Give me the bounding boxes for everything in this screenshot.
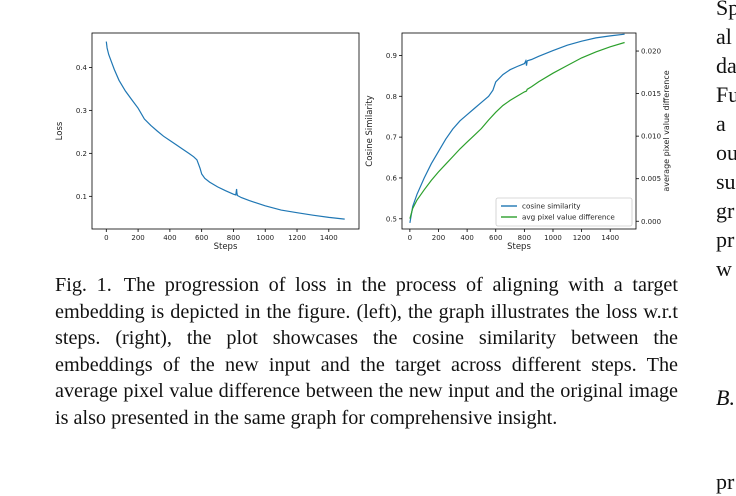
chart-legend: cosine similarity avg pixel value differe… <box>495 197 633 227</box>
legend-label: cosine similarity <box>522 202 581 211</box>
x-tick-label: 1200 <box>573 234 591 242</box>
y-tick-label: 0.5 <box>386 215 397 223</box>
x-axis-label: Steps <box>507 242 531 252</box>
x-axis-label: Steps <box>214 242 238 252</box>
x-tick-label: 600 <box>489 234 502 242</box>
x-tick-label: 1200 <box>288 234 306 242</box>
x-tick-label: 200 <box>131 234 144 242</box>
x-tick-label: 400 <box>460 234 473 242</box>
x-tick-label: 0 <box>104 234 108 242</box>
side-column-heading: B. <box>716 385 735 410</box>
x-tick-label: 600 <box>195 234 208 242</box>
y-tick-label: 0.9 <box>386 52 397 60</box>
right-y-tick-label: 0.020 <box>641 48 661 56</box>
x-tick-label: 200 <box>432 234 445 242</box>
legend-label: avg pixel value difference <box>522 213 615 222</box>
caption-label: Fig. 1. <box>55 274 112 296</box>
side-column-line: a <box>716 111 726 136</box>
x-tick-label: 800 <box>227 234 240 242</box>
y-axis-label: Loss <box>55 121 65 140</box>
caption-text: The progression of loss in the process o… <box>55 274 678 429</box>
x-tick-label: 1000 <box>544 234 562 242</box>
x-tick-label: 1000 <box>256 234 274 242</box>
side-column-line: pr <box>716 469 735 494</box>
cosine-series-line <box>409 33 625 224</box>
right-y-axis-label: average pixel value difference <box>662 70 671 191</box>
side-column-line: Sp <box>716 0 736 20</box>
side-column-line: al <box>716 24 732 49</box>
y-tick-label: 0.3 <box>76 107 87 115</box>
loss-chart: 0 200 400 600 800 1000 1200 1400 0.1 0.2 0.3 0.4 Ste… <box>55 32 360 252</box>
y-tick-label: 0.1 <box>76 193 87 201</box>
y-tick-label: 0.4 <box>76 64 88 72</box>
y-tick-label: 0.7 <box>386 134 397 142</box>
plot-frame <box>401 32 637 230</box>
x-tick-label: 800 <box>518 234 531 242</box>
right-y-tick-label: 0.005 <box>641 175 661 183</box>
side-column-line: da <box>716 53 736 78</box>
side-column-line: w <box>716 256 732 281</box>
right-y-tick-label: 0.015 <box>641 90 661 98</box>
side-column-line: pr <box>716 227 735 252</box>
side-column-line: Fu <box>716 82 736 107</box>
loss-series-line <box>105 41 345 220</box>
y-tick-label: 0.6 <box>386 174 398 182</box>
plot-frame <box>91 32 360 230</box>
right-y-tick-label: 0.010 <box>641 133 661 141</box>
legend-box <box>495 197 633 227</box>
x-tick-label: 0 <box>408 234 412 242</box>
cosine-similarity-chart: 0 200 400 600 800 1000 1200 1400 0.5 0.6 0.7 0.8 0.9… <box>365 32 671 252</box>
side-column-line: su <box>716 169 736 194</box>
x-tick-label: 1400 <box>601 234 619 242</box>
side-column-line: gr <box>716 198 735 223</box>
right-y-tick-label: 0.000 <box>641 218 661 226</box>
figure-caption: Fig. 1. The progression of loss in the pr… <box>55 272 678 431</box>
x-tick-label: 400 <box>163 234 176 242</box>
y-tick-label: 0.8 <box>386 93 397 101</box>
y-tick-label: 0.2 <box>76 150 87 158</box>
pixel-diff-series-line <box>409 41 625 219</box>
x-tick-label: 1400 <box>320 234 338 242</box>
side-column-line: ou <box>716 140 736 165</box>
y-axis-label: Cosine Similarity <box>365 95 375 166</box>
